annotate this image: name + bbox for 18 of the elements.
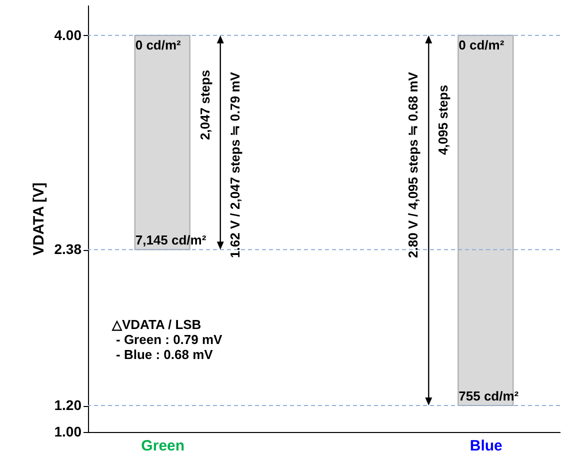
- annotation: △VDATA / LSB: [111, 317, 202, 332]
- y-tick-label: 1.20: [54, 397, 82, 414]
- x-tick-label: Blue: [470, 438, 502, 454]
- annotation: 2.80 V / 4,095 steps ≒ 0.68 mV: [406, 72, 421, 258]
- y-tick-label: 2.38: [54, 241, 82, 258]
- y-tick-label: 1.00: [54, 424, 82, 440]
- annotation: 1.62 V / 2,047 steps ≒ 0.79 mV: [227, 72, 242, 258]
- annotation: - Green : 0.79 mV: [116, 332, 223, 347]
- y-tick-label: 4.00: [54, 26, 82, 43]
- x-tick-label: Green: [141, 438, 185, 454]
- annotation: 2,047 steps: [197, 70, 212, 140]
- annotation: 4,095 steps: [436, 84, 451, 156]
- y-axis-title: VDATA [V]: [30, 182, 48, 256]
- annotation: - Blue : 0.68 mV: [116, 347, 214, 362]
- annotation: 0 cd/m²: [135, 37, 182, 52]
- annotation: 7,145 cd/m²: [135, 232, 207, 248]
- annotation: 0 cd/m²: [458, 37, 505, 52]
- annotation: 755 cd/m²: [458, 388, 520, 404]
